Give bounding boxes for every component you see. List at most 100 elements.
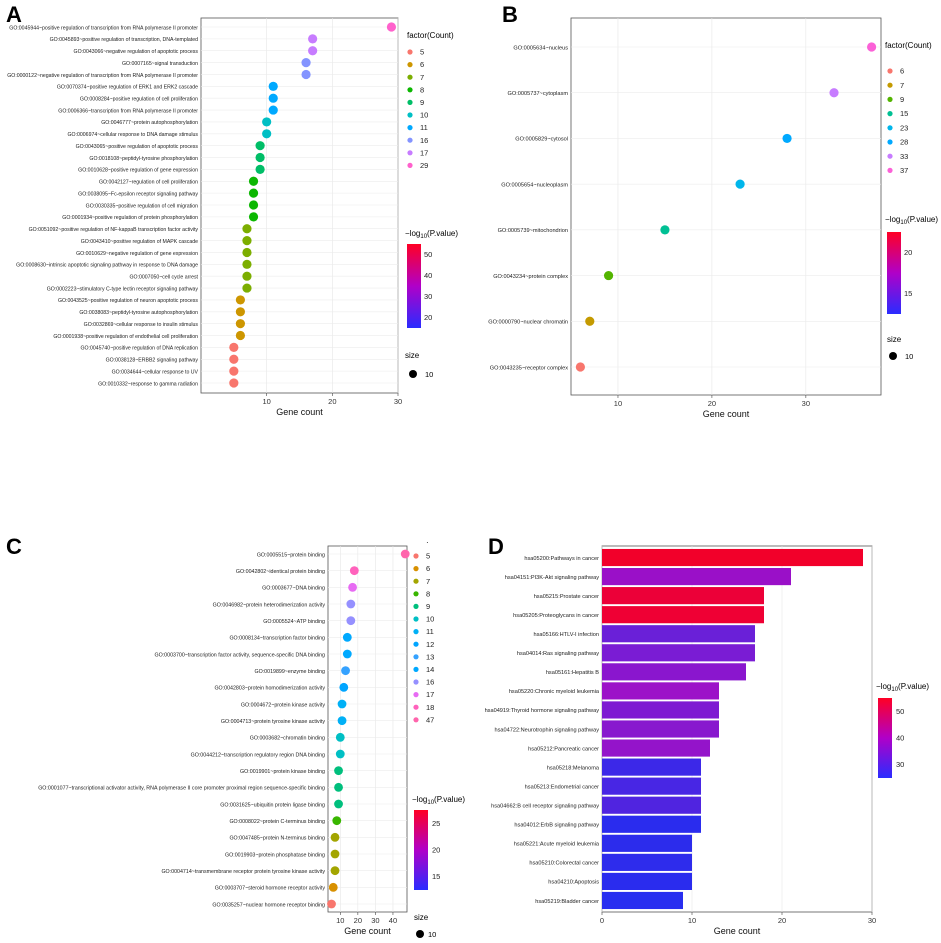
panel-a-size-title: size bbox=[405, 351, 420, 360]
panel-a-y-tick-label: GO:0042127~regulation of cell proliferat… bbox=[99, 180, 198, 186]
panel-a-data-point bbox=[301, 58, 311, 68]
panel-a-legend-title: factor(Count) bbox=[407, 31, 454, 40]
panel-d-y-tick-label: hsa05219:Bladder cancer bbox=[535, 899, 599, 905]
panel-c-y-tick-label: GO:0042803~protein homodimerization acti… bbox=[214, 686, 325, 692]
panel-c-size-dot bbox=[416, 930, 424, 938]
panel-d-y-tick-label: hsa05221:Acute myeloid leukemia bbox=[514, 842, 600, 848]
panel-b-y-tick-label: GO:0000790~nuclear chromatin bbox=[488, 320, 568, 326]
panel-c-legend-swatch bbox=[413, 641, 419, 647]
panel-b-factor-legend: 6 7 9 15 23 28 33 37 bbox=[887, 67, 908, 175]
panel-b-data-point bbox=[735, 179, 745, 189]
panel-a-y-tick-label: GO:0045740~positive regulation of DNA re… bbox=[80, 346, 198, 352]
panel-a-data-point bbox=[308, 46, 318, 56]
panel-c-y-tick-label: GO:0004672~protein kinase activity bbox=[241, 702, 325, 708]
panel-a-legend-swatch bbox=[407, 87, 413, 93]
panel-c-color-title: −log10(P.value) bbox=[412, 795, 465, 806]
panel-a-data-point bbox=[248, 176, 259, 186]
panel-b-legend-label: 15 bbox=[900, 109, 908, 118]
panel-d-y-tick-label: hsa04014:Ras signaling pathway bbox=[517, 651, 599, 657]
panel-a-y-tick-label: GO:0006366~transcription from RNA polyme… bbox=[58, 108, 198, 114]
panel-a-data-point bbox=[235, 330, 245, 341]
panel-c-data-point bbox=[330, 866, 340, 876]
panel-c-colorbar-tick: 15 bbox=[432, 872, 440, 881]
panel-a-y-tick-label: GO:0010628~positive regulation of gene e… bbox=[78, 168, 198, 174]
panel-c-legend-swatch bbox=[413, 704, 419, 710]
panel-a-y-tick-label: GO:0045944~positive regulation of transc… bbox=[9, 25, 198, 31]
panel-c-y-tick-label: GO:0004714~transmembrane receptor protei… bbox=[161, 869, 325, 875]
panel-b-y-tick-label: GO:0005737~cytoplasm bbox=[508, 91, 569, 97]
panel-a-y-tick-label: GO:0051092~positive regulation of NF-kap… bbox=[29, 227, 199, 233]
panel-d-bar bbox=[602, 796, 701, 814]
panel-a-x-tick-label: 30 bbox=[394, 397, 402, 406]
panel-a-legend-label: 11 bbox=[420, 123, 428, 132]
panel-d-barplot: 0 10 20 30 Gene count hsa05200:Pathways in ca… bbox=[485, 545, 876, 936]
panel-a-y-tick-label: GO:0043525~positive regulation of neuron… bbox=[58, 298, 198, 304]
panel-a-data-point bbox=[229, 378, 239, 388]
panel-b-data-point bbox=[660, 225, 670, 235]
panel-d-x-tick-label: 10 bbox=[688, 916, 696, 925]
panel-a-colorbar-tick: 40 bbox=[424, 271, 432, 280]
panel-d-bar bbox=[602, 777, 701, 795]
panel-d-bar bbox=[602, 663, 746, 681]
panel-c-legend-swatch bbox=[413, 629, 419, 635]
panel-b-data-point bbox=[867, 42, 877, 52]
panel-d-y-tick-label: hsa04919:Thyroid hormone signaling pathw… bbox=[485, 708, 600, 714]
panel-b-size-title: size bbox=[887, 335, 902, 344]
panel-a-y-tick-label: GO:0010629~negative regulation of gene e… bbox=[76, 251, 198, 257]
panel-c-legend-label: 47 bbox=[426, 715, 434, 724]
panel-c-data-point bbox=[400, 549, 410, 559]
panel-c-legend-label: 8 bbox=[426, 589, 430, 598]
panel-b-x-tick-label: 30 bbox=[802, 399, 810, 408]
panel-b-x-tick-label: 10 bbox=[614, 399, 622, 408]
panel-d-colorbar-tick: 50 bbox=[896, 707, 904, 716]
panel-d-y-tick-label: hsa05212:Pancreatic cancer bbox=[528, 746, 599, 752]
panel-d-y-tick-label: hsa05218:Melanoma bbox=[547, 765, 600, 771]
panel-b-legend-swatch bbox=[887, 96, 893, 102]
panel-c-legend-swatch bbox=[413, 566, 419, 572]
panel-b-size-label: 10 bbox=[905, 352, 913, 361]
panel-c-y-tick-label: GO:0005515~protein binding bbox=[257, 552, 325, 558]
panel-a-legend-label: 7 bbox=[420, 73, 424, 82]
panel-b-color-title: −log10(P.value) bbox=[885, 215, 938, 226]
panel-c-data-point bbox=[334, 799, 343, 809]
panel-a-legend-label: 6 bbox=[420, 60, 424, 69]
panel-b-y-tick-label: GO:0005829~cytosol bbox=[515, 137, 568, 143]
panel-a-factor-legend: 5 6 7 8 9 10 11 16 17 29 bbox=[407, 48, 428, 170]
panel-c-data-point bbox=[330, 832, 340, 842]
panel-a-y-tick-label: GO:0045893~positive regulation of transc… bbox=[50, 37, 198, 43]
panel-a-y-tick-label: GO:0032869~cellular response to insulin … bbox=[84, 322, 199, 328]
panel-c-legend-swatch bbox=[413, 616, 419, 622]
panel-c-y-tick-label: GO:0001077~transcriptional activator act… bbox=[38, 786, 325, 792]
panel-c-legend-label: 12 bbox=[426, 640, 434, 649]
panel-a-legend-swatch bbox=[407, 99, 413, 105]
panel-a-colorbar-ticks: 50 40 30 20 bbox=[424, 250, 432, 322]
panel-d-bar bbox=[602, 606, 764, 624]
panel-a-data-point bbox=[229, 366, 239, 376]
panel-c-y-tick-label: GO:0008134~transcription factor binding bbox=[229, 636, 325, 642]
panel-a-legend-label: 17 bbox=[420, 148, 428, 157]
panel-d-y-tick-label: hsa05200:Pathways in cancer bbox=[524, 556, 599, 562]
panel-c-data-point bbox=[342, 649, 352, 659]
panel-label-c: C bbox=[6, 534, 22, 559]
panel-c-colorbar bbox=[414, 810, 428, 890]
panel-c-legend-swatch bbox=[413, 553, 419, 559]
panel-c-y-tick-label: GO:0046982~protein heterodimerization ac… bbox=[213, 602, 326, 608]
panel-a-plot-frame bbox=[200, 17, 399, 394]
panel-b-data-point bbox=[829, 88, 839, 98]
panel-c-x-tick-label: 20 bbox=[354, 916, 362, 925]
panel-d-y-tick-label: hsa04012:ErbB signaling pathway bbox=[514, 823, 599, 829]
panel-c-y-tick-label: GO:0004713~protein tyrosine kinase activ… bbox=[221, 719, 325, 725]
panel-b-legend-label: 37 bbox=[900, 166, 908, 175]
panel-d-y-tick-label: hsa05161:Hepatitis B bbox=[546, 670, 599, 676]
panel-c-legend-swatch bbox=[413, 591, 419, 597]
panel-b-size-dot bbox=[889, 352, 897, 360]
panel-b-data-point bbox=[575, 362, 585, 372]
panel-a-data-point bbox=[268, 105, 278, 115]
panel-c-data-point bbox=[334, 782, 343, 792]
panel-b-legend-swatch bbox=[887, 68, 893, 74]
panel-a-data-point bbox=[242, 236, 252, 246]
panel-c-legend-label: 13 bbox=[426, 652, 434, 661]
panel-a-data-point bbox=[308, 34, 318, 44]
panel-c-y-tick-label: GO:0031625~ubiquitin protein ligase bind… bbox=[220, 802, 325, 808]
